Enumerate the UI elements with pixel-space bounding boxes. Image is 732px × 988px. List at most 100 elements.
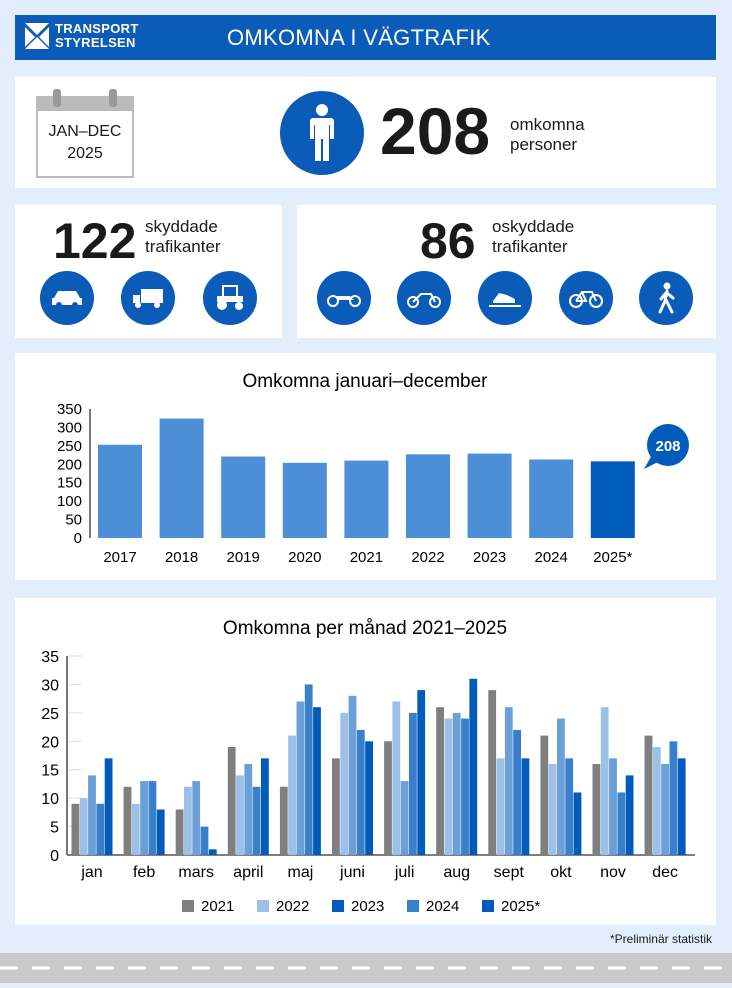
bar xyxy=(600,707,609,855)
legend-swatch xyxy=(257,900,269,912)
bar xyxy=(617,792,626,855)
logo-icon xyxy=(25,23,49,49)
road-decoration xyxy=(0,953,732,983)
x-tick-label: 2024 xyxy=(535,549,568,566)
bar xyxy=(467,453,512,538)
x-tick-label: dec xyxy=(652,864,678,881)
y-tick-label: 200 xyxy=(57,456,82,473)
moped-icon xyxy=(397,271,451,325)
y-tick-label: 25 xyxy=(41,706,59,723)
x-tick-label: 2021 xyxy=(350,549,383,566)
x-tick-label: 2020 xyxy=(288,549,321,566)
motorcycle-icon xyxy=(317,271,371,325)
x-tick-label: feb xyxy=(133,864,155,881)
bar xyxy=(529,459,574,538)
bar xyxy=(279,786,288,855)
y-tick-label: 250 xyxy=(57,438,82,455)
logo-text-1: TRANSPORT xyxy=(55,21,139,36)
total-label-2: personer xyxy=(510,135,578,154)
bar xyxy=(131,803,140,855)
legend-swatch xyxy=(332,900,344,912)
bicycle-icon xyxy=(559,271,613,325)
bar xyxy=(548,764,557,855)
logo-text-2: STYRELSEN xyxy=(55,35,136,50)
car-icon xyxy=(40,271,94,325)
period-year: 2025 xyxy=(67,145,103,162)
bar xyxy=(296,701,305,855)
bar xyxy=(488,690,497,855)
bar xyxy=(344,460,389,538)
y-tick-label: 30 xyxy=(41,677,59,694)
bar xyxy=(96,803,105,855)
summary-card: JAN–DEC 2025 208 omkomna personer xyxy=(15,77,716,188)
bar xyxy=(236,775,244,855)
bar xyxy=(332,758,340,855)
bar xyxy=(244,764,253,855)
bar xyxy=(625,775,634,855)
x-tick-label: 2022 xyxy=(411,549,444,566)
x-tick-label: 2025* xyxy=(593,549,632,566)
bar xyxy=(557,718,565,855)
bar xyxy=(200,826,209,855)
annual-chart-card: Omkomna januari–december 0 50 100 150 200 250 3… xyxy=(15,353,716,580)
bar xyxy=(452,712,461,855)
bar xyxy=(417,690,426,855)
y-tick-label: 100 xyxy=(57,493,82,510)
y-tick-label: 5 xyxy=(50,820,59,837)
y-tick-label: 10 xyxy=(41,791,59,808)
calendar-icon xyxy=(36,89,134,178)
bar xyxy=(565,758,574,855)
unprotected-count: 86 xyxy=(420,213,476,269)
period-months: JAN–DEC xyxy=(48,123,122,140)
bar xyxy=(444,718,453,855)
bar xyxy=(644,735,653,855)
bar xyxy=(677,758,686,855)
bar xyxy=(592,764,601,855)
bar xyxy=(573,792,582,855)
bar xyxy=(590,461,635,538)
bar xyxy=(365,741,373,855)
bar xyxy=(227,746,236,855)
y-tick-label: 0 xyxy=(50,848,59,865)
x-tick-label: mars xyxy=(178,864,214,881)
bar xyxy=(409,712,417,855)
legend-label: 2024 xyxy=(426,898,459,915)
bar xyxy=(192,781,201,855)
y-tick-label: 0 xyxy=(74,530,82,547)
bar xyxy=(496,758,505,855)
bar xyxy=(71,803,80,855)
y-tick-label: 20 xyxy=(41,734,59,751)
bar xyxy=(313,707,321,855)
x-tick-label: sept xyxy=(494,864,525,881)
x-tick-label: nov xyxy=(600,864,626,881)
x-tick-label: juni xyxy=(339,864,365,881)
bar xyxy=(184,786,192,855)
bar xyxy=(159,418,204,538)
unprotected-label-2: trafikanter xyxy=(492,237,568,256)
y-tick-label: 50 xyxy=(65,512,82,529)
bar xyxy=(123,786,132,855)
y-tick-label: 15 xyxy=(41,763,59,780)
snowmobile-icon xyxy=(478,271,532,325)
bar xyxy=(384,741,392,855)
tractor-icon xyxy=(203,271,257,325)
bar xyxy=(436,707,444,855)
chart-title: Omkomna per månad 2021–2025 xyxy=(223,618,507,639)
footnote: *Preliminär statistik xyxy=(609,932,712,946)
callout-pointer xyxy=(644,455,660,469)
page-title: OMKOMNA I VÄGTRAFIK xyxy=(227,25,491,50)
bar xyxy=(304,684,313,855)
pedestrian-icon xyxy=(639,271,693,325)
bar xyxy=(504,707,513,855)
bar xyxy=(148,781,157,855)
bar xyxy=(540,735,549,855)
bar xyxy=(98,444,142,538)
protected-label-2: trafikanter xyxy=(145,237,221,256)
unprotected-card: 86 oskyddade trafikanter xyxy=(297,205,716,338)
bar xyxy=(252,786,261,855)
legend-label: 2025* xyxy=(501,898,540,915)
x-tick-label: jan xyxy=(80,864,102,881)
logo: TRANSPORT STYRELSEN xyxy=(25,22,139,50)
truck-icon xyxy=(121,271,175,325)
